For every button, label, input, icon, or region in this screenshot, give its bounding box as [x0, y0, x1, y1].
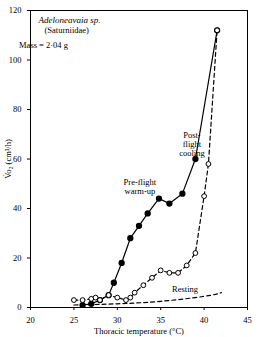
svg-text:V̇o₂ (cm³/h): V̇o₂ (cm³/h) [3, 139, 13, 179]
svg-text:40: 40 [200, 315, 209, 325]
svg-text:Thoracic temperature (°C): Thoracic temperature (°C) [94, 326, 184, 336]
svg-text:40: 40 [13, 203, 22, 213]
svg-text:30: 30 [113, 315, 122, 325]
svg-text:Pre-flightwarm-up: Pre-flightwarm-up [124, 177, 157, 196]
svg-text:Mass = 2·04 g: Mass = 2·04 g [19, 40, 69, 50]
svg-text:Resting: Resting [172, 284, 199, 294]
svg-text:Adeloneavaia sp.: Adeloneavaia sp. [38, 15, 101, 25]
svg-text:0: 0 [17, 302, 21, 312]
svg-text:Post-flightcooling: Post-flightcooling [179, 130, 205, 159]
svg-text:45: 45 [243, 315, 252, 325]
svg-text:100: 100 [9, 55, 22, 65]
svg-text:(Saturniidae): (Saturniidae) [45, 25, 90, 35]
svg-text:120: 120 [9, 5, 22, 15]
svg-text:35: 35 [156, 315, 165, 325]
svg-text:60: 60 [13, 154, 22, 164]
svg-text:20: 20 [26, 315, 35, 325]
svg-text:20: 20 [13, 253, 22, 263]
svg-text:80: 80 [13, 104, 22, 114]
svg-text:25: 25 [70, 315, 79, 325]
